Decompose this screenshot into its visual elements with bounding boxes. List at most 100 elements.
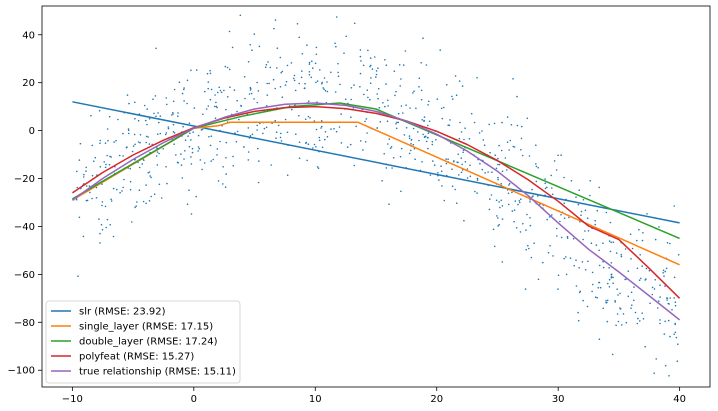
scatter-point: [236, 110, 238, 113]
scatter-point: [512, 78, 514, 80]
scatter-point: [525, 229, 527, 231]
scatter-point: [620, 255, 623, 258]
scatter-point: [258, 160, 260, 162]
scatter-point: [125, 146, 128, 149]
scatter-point: [666, 299, 668, 301]
scatter-point: [427, 104, 429, 106]
scatter-point: [594, 219, 596, 222]
scatter-point: [387, 143, 389, 145]
scatter-point: [395, 123, 397, 125]
scatter-point: [666, 242, 669, 244]
scatter-point: [476, 177, 479, 180]
scatter-point: [164, 133, 167, 136]
scatter-point: [171, 114, 173, 116]
scatter-point: [257, 90, 260, 92]
scatter-point: [166, 182, 168, 185]
scatter-point: [580, 210, 583, 213]
scatter-point: [275, 131, 278, 133]
scatter-point: [464, 161, 467, 163]
scatter-point: [521, 154, 524, 157]
scatter-point: [330, 128, 332, 130]
scatter-point: [610, 273, 613, 276]
x-tick-label: −10: [62, 394, 83, 405]
scatter-point: [559, 220, 561, 223]
scatter-point: [193, 107, 196, 109]
scatter-point: [669, 297, 671, 299]
scatter-point: [256, 81, 258, 84]
scatter-point: [427, 132, 430, 134]
scatter-point: [199, 159, 202, 161]
scatter-point: [624, 278, 626, 281]
scatter-point: [518, 200, 521, 202]
scatter-point: [86, 199, 89, 202]
scatter-point: [172, 100, 175, 103]
scatter-point: [229, 68, 231, 71]
scatter-point: [251, 49, 253, 51]
scatter-point: [315, 146, 317, 148]
x-tick-label: 40: [673, 394, 686, 405]
scatter-point: [653, 288, 656, 290]
scatter-point: [236, 99, 238, 102]
scatter-point: [557, 274, 560, 277]
scatter-point: [308, 63, 311, 65]
scatter-point: [500, 199, 503, 202]
scatter-point: [345, 35, 348, 38]
scatter-point: [536, 195, 539, 197]
scatter-point: [104, 205, 107, 208]
scatter-point: [582, 238, 584, 241]
scatter-point: [408, 135, 411, 137]
scatter-point: [610, 241, 612, 244]
scatter-point: [224, 186, 227, 188]
legend-label: slr (RMSE: 23.92): [79, 307, 166, 318]
scatter-point: [175, 154, 177, 156]
scatter-point: [141, 163, 144, 165]
scatter-point: [399, 85, 402, 87]
scatter-point: [547, 251, 550, 254]
scatter-point: [134, 101, 136, 104]
scatter-point: [655, 358, 657, 360]
scatter-point: [181, 177, 184, 179]
scatter-point: [148, 171, 151, 173]
scatter-point: [445, 162, 448, 165]
y-axis: −100 −80 −60 −40 −20 0 20 40: [8, 30, 42, 377]
scatter-point: [220, 91, 223, 94]
scatter-point: [440, 170, 443, 172]
scatter-point: [109, 224, 111, 226]
scatter-point: [516, 124, 519, 127]
scatter-point: [219, 140, 221, 143]
scatter-point: [101, 183, 103, 185]
scatter-point: [633, 286, 635, 288]
scatter-point: [247, 61, 250, 63]
scatter-point: [319, 69, 321, 71]
scatter-point: [180, 164, 183, 166]
scatter-point: [233, 89, 236, 91]
scatter-point: [551, 193, 554, 196]
scatter-point: [184, 139, 187, 141]
scatter-point: [389, 147, 392, 149]
scatter-point: [537, 278, 540, 281]
scatter-point: [209, 144, 212, 147]
scatter-point: [265, 126, 268, 129]
scatter-point: [90, 114, 92, 117]
scatter-point: [315, 81, 317, 84]
scatter-point: [435, 139, 437, 141]
scatter-point: [531, 188, 533, 191]
scatter-point: [108, 163, 111, 166]
scatter-point: [304, 87, 306, 89]
scatter-point: [298, 82, 301, 85]
scatter-point: [591, 271, 594, 274]
scatter-point: [259, 122, 261, 125]
scatter-point: [83, 173, 85, 176]
scatter-point: [98, 109, 101, 112]
scatter-point: [370, 64, 372, 67]
scatter-point: [674, 304, 677, 307]
scatter-point: [243, 76, 246, 78]
scatter-point: [317, 167, 320, 169]
scatter-point: [376, 93, 379, 95]
scatter-point: [602, 266, 605, 269]
scatter-point: [590, 242, 593, 244]
scatter-point: [139, 134, 142, 136]
scatter-point: [530, 256, 533, 259]
scatter-point: [274, 119, 277, 122]
scatter-point: [322, 87, 325, 89]
